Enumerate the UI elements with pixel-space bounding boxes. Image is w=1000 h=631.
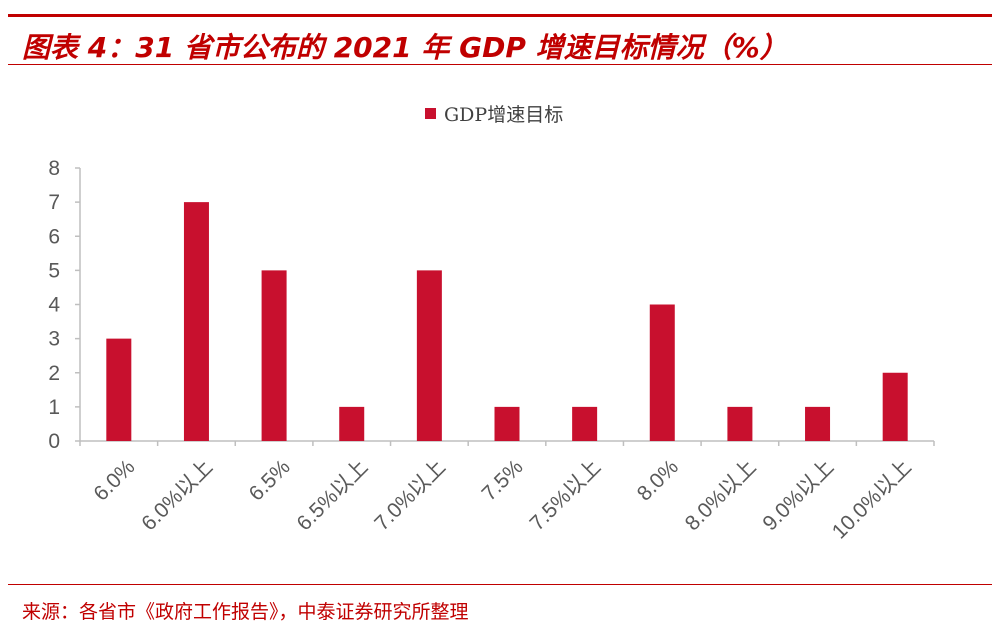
x-tick-label: 6.5% [245, 455, 295, 505]
legend-swatch [425, 108, 436, 119]
y-tick-label: 6 [48, 225, 60, 248]
bar [339, 406, 365, 441]
y-tick-label: 4 [48, 294, 60, 317]
bar [494, 406, 520, 441]
top-rule [8, 14, 992, 17]
page-title: 图表 4：31 省市公布的 2021 年 GDP 增速目标情况（%） [22, 31, 788, 64]
x-tick-label: 6.0%以上 [137, 455, 217, 535]
bar [572, 406, 598, 441]
x-tick-label: 6.5%以上 [293, 455, 373, 535]
y-tick-label: 2 [48, 362, 60, 385]
bar [649, 304, 675, 441]
title-rule [8, 64, 992, 65]
x-tick-label: 10.0%以上 [828, 455, 916, 543]
x-tick-label: 8.0% [633, 455, 683, 505]
y-tick-label: 7 [48, 191, 60, 214]
bar [727, 406, 753, 441]
y-tick-label: 1 [48, 396, 60, 419]
y-tick-label: 0 [48, 430, 60, 453]
bar [805, 406, 831, 441]
x-tick-label: 9.0%以上 [758, 455, 838, 535]
bar [183, 202, 209, 441]
chart-legend: GDP增速目标 [425, 100, 563, 127]
bar [882, 372, 908, 441]
x-tick-label: 6.0% [89, 455, 139, 505]
x-tick-label: 7.5% [478, 455, 528, 505]
legend-label: GDP增速目标 [444, 104, 564, 126]
source-note: 来源：各省市《政府工作报告》，中泰证券研究所整理 [22, 601, 469, 623]
x-tick-label: 7.5%以上 [525, 455, 605, 535]
x-tick-label: 7.0%以上 [370, 455, 450, 535]
footer-rule [8, 584, 992, 585]
bar [261, 270, 287, 441]
x-tick-label: 8.0%以上 [681, 455, 761, 535]
y-tick-label: 5 [48, 259, 60, 282]
bar [416, 270, 442, 441]
y-tick-label: 8 [48, 157, 60, 180]
bar [106, 338, 132, 441]
y-tick-label: 3 [48, 328, 60, 351]
